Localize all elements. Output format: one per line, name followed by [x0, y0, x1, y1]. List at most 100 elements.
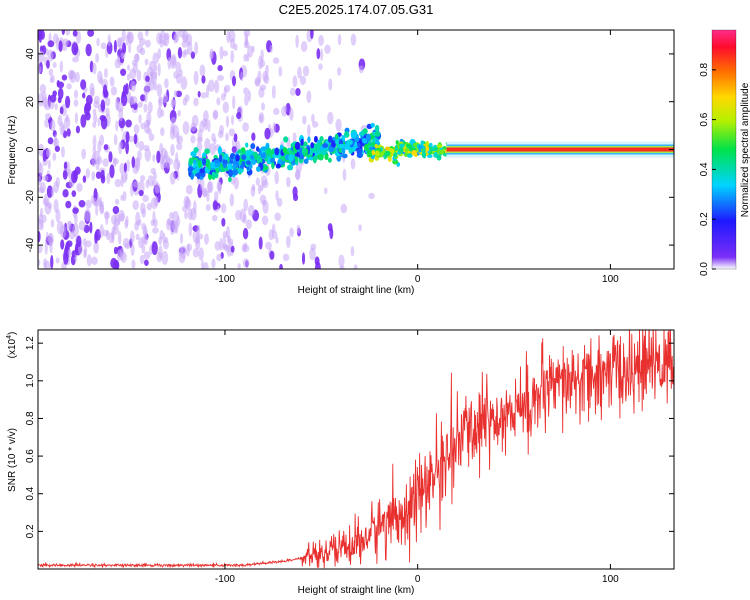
spectrogram-noise-blob — [115, 96, 120, 111]
snr-y-tick-label: 0.4 — [25, 486, 36, 500]
spectrogram-noise-blob — [131, 59, 138, 67]
spectrogram-signal-blob — [327, 157, 332, 163]
spectrogram-noise-blob — [142, 229, 148, 236]
spectrogram-noise-blob — [40, 220, 44, 231]
spectrogram-noise-blob — [299, 75, 307, 86]
spectrogram-noise-blob — [38, 30, 43, 40]
spectrogram-noise-blob — [233, 133, 238, 143]
spectrogram-noise-blob — [114, 178, 122, 188]
spectrogram-noise-blob — [158, 97, 162, 110]
spectrogram-signal-blob — [436, 154, 442, 161]
spectrogram-noise-blob — [198, 247, 204, 261]
spectrogram-noise-blob — [327, 111, 334, 125]
spectrogram-y-tick-label: 0 — [25, 146, 36, 152]
spectrogram-noise-blob — [251, 132, 256, 141]
spectrogram-noise-blob — [59, 224, 67, 238]
spectrogram-signal-blob — [360, 130, 365, 136]
spectrogram-noise-blob — [204, 118, 209, 131]
spectrogram-noise-blob — [114, 218, 121, 226]
spectrogram-noise-blob — [144, 259, 149, 267]
spectrogram-noise-blob — [49, 94, 57, 103]
spectrogram-signal-blob — [429, 142, 433, 148]
spectrogram-signal-blob — [406, 143, 410, 148]
spectrogram-noise-blob — [46, 185, 53, 199]
spectrogram-noise-blob — [254, 76, 261, 87]
spectrogram-noise-blob — [82, 92, 86, 99]
spectrogram-noise-blob — [138, 179, 145, 194]
spectrogram-signal-blob — [307, 136, 311, 143]
spectrogram-noise-blob — [107, 34, 111, 47]
spectrogram-signal-blob — [343, 131, 350, 138]
spectrogram-signal-blob — [251, 158, 257, 165]
spectrogram-noise-blob — [71, 190, 77, 198]
spectrogram-noise-blob — [243, 87, 250, 95]
spectrogram-noise-blob — [193, 97, 199, 107]
spectrogram-noise-blob — [78, 200, 86, 208]
spectrogram-noise-blob — [130, 243, 135, 256]
spectrogram-noise-blob — [173, 71, 179, 79]
spectrogram-signal-blob — [275, 163, 281, 169]
spectrogram-noise-blob — [213, 110, 219, 119]
spectrogram-noise-blob — [100, 116, 108, 130]
spectrogram-noise-blob — [219, 45, 224, 60]
spectrogram-noise-blob — [193, 200, 197, 214]
spectrogram-signal-blob — [313, 155, 318, 161]
spectrogram-noise-blob — [104, 68, 108, 78]
spectrogram-noise-blob — [54, 103, 58, 111]
spectrogram-noise-blob — [92, 121, 97, 128]
spectrogram-noise-blob — [259, 184, 264, 192]
spectrogram-noise-blob — [289, 227, 294, 238]
spectrogram-noise-blob — [306, 124, 311, 137]
spectrogram-noise-blob — [49, 76, 54, 84]
colorbar-frame — [711, 29, 737, 270]
spectrogram-signal-blob — [283, 136, 289, 143]
spectrogram-noise-blob — [207, 119, 211, 133]
spectrogram-noise-blob — [271, 223, 276, 234]
spectrogram-noise-blob — [143, 85, 150, 95]
spectrogram-noise-blob — [115, 120, 119, 132]
spectrogram-noise-blob — [162, 93, 168, 104]
spectrogram-noise-blob — [112, 157, 117, 168]
colorbar-tick-label: 0.4 — [699, 162, 710, 176]
spectrogram-noise-blob — [150, 197, 158, 210]
spectrogram-noise-blob — [289, 107, 294, 121]
spectrogram-noise-blob — [108, 151, 113, 163]
spectrogram-noise-blob — [169, 55, 177, 69]
spectrogram-noise-blob — [230, 50, 235, 63]
spectrogram-noise-blob — [100, 169, 105, 181]
spectrogram-noise-blob — [228, 128, 235, 137]
spectrogram-noise-blob — [129, 230, 135, 244]
spectrogram-noise-blob — [74, 71, 80, 83]
spectrogram-noise-blob — [134, 157, 141, 171]
spectrogram-signal-blob — [190, 173, 194, 180]
spectrogram-noise-blob — [38, 186, 45, 194]
spectrogram-noise-blob — [211, 132, 216, 142]
colorbar-tick-label: 0.0 — [699, 262, 710, 276]
spectrogram-noise-blob — [190, 122, 197, 132]
spectrogram-noise-blob — [39, 207, 44, 218]
spectrogram-noise-blob — [99, 224, 104, 238]
spectrogram-signal-blob — [366, 152, 373, 158]
spectrogram-noise-blob — [147, 101, 153, 114]
spectrogram-noise-blob — [43, 258, 48, 268]
snr-y-tick-label: 1.0 — [25, 373, 36, 387]
spectrogram-noise-blob — [47, 159, 51, 170]
spectrogram-noise-blob — [59, 106, 64, 115]
spectrogram-noise-blob — [145, 39, 151, 48]
spectrogram-x-tick-label: 100 — [602, 274, 619, 285]
spectrogram-noise-blob — [152, 82, 158, 91]
spectrogram-noise-blob — [224, 244, 230, 253]
spectrogram-signal-blob — [210, 161, 216, 169]
spectrogram-noise-blob — [84, 208, 91, 222]
spectrogram-noise-blob — [137, 101, 143, 108]
spectrogram-signal-blob — [235, 154, 240, 162]
spectrogram-signal-blob — [287, 164, 294, 171]
spectrogram-marks — [38, 30, 674, 269]
spectrogram-noise-blob — [74, 112, 79, 124]
spectrogram-noise-blob — [92, 62, 97, 75]
spectrogram-signal-blob — [300, 138, 304, 146]
spectrogram-noise-blob — [119, 141, 123, 150]
spectrogram-noise-blob — [205, 203, 211, 211]
spectrogram-noise-blob — [211, 258, 216, 269]
colorbar-label: Normalized spectral amplitude — [740, 82, 750, 217]
